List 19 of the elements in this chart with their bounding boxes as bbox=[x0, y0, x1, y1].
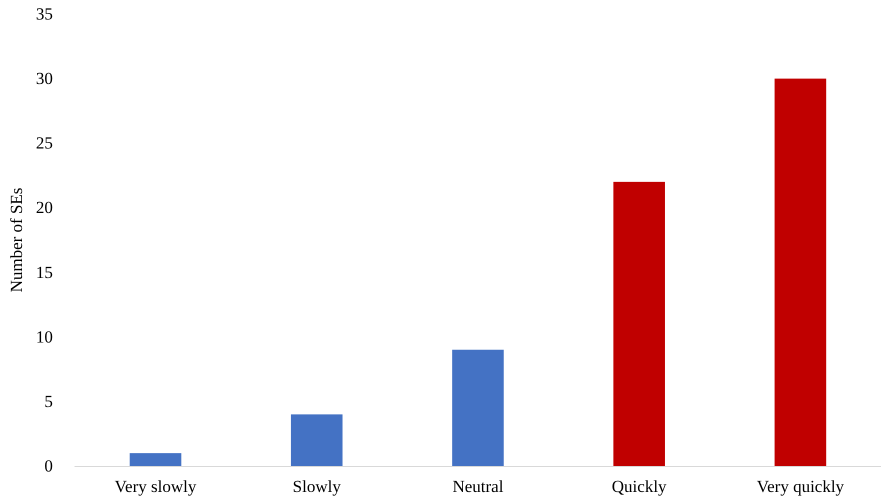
y-axis-title: Number of SEs bbox=[7, 188, 26, 292]
bar bbox=[290, 414, 343, 466]
x-tick-label: Very slowly bbox=[114, 477, 197, 496]
bar bbox=[774, 78, 826, 466]
y-tick-label: 25 bbox=[36, 134, 53, 153]
x-tick-label: Quickly bbox=[612, 477, 668, 496]
y-tick-label: 20 bbox=[36, 198, 53, 218]
bar bbox=[130, 453, 182, 466]
y-tick-label: 10 bbox=[36, 327, 53, 346]
x-tick-label: Very quickly bbox=[756, 477, 845, 496]
y-tick-label: 35 bbox=[36, 4, 53, 24]
x-tick-label: Neutral bbox=[452, 477, 504, 496]
x-tick-label: Slowly bbox=[292, 477, 342, 496]
y-tick-label: 15 bbox=[36, 262, 53, 282]
y-tick-label: 0 bbox=[44, 456, 53, 476]
y-tick-label: 30 bbox=[36, 69, 53, 88]
y-tick-label: 5 bbox=[44, 392, 53, 411]
bar bbox=[613, 182, 665, 466]
bar bbox=[452, 350, 504, 466]
